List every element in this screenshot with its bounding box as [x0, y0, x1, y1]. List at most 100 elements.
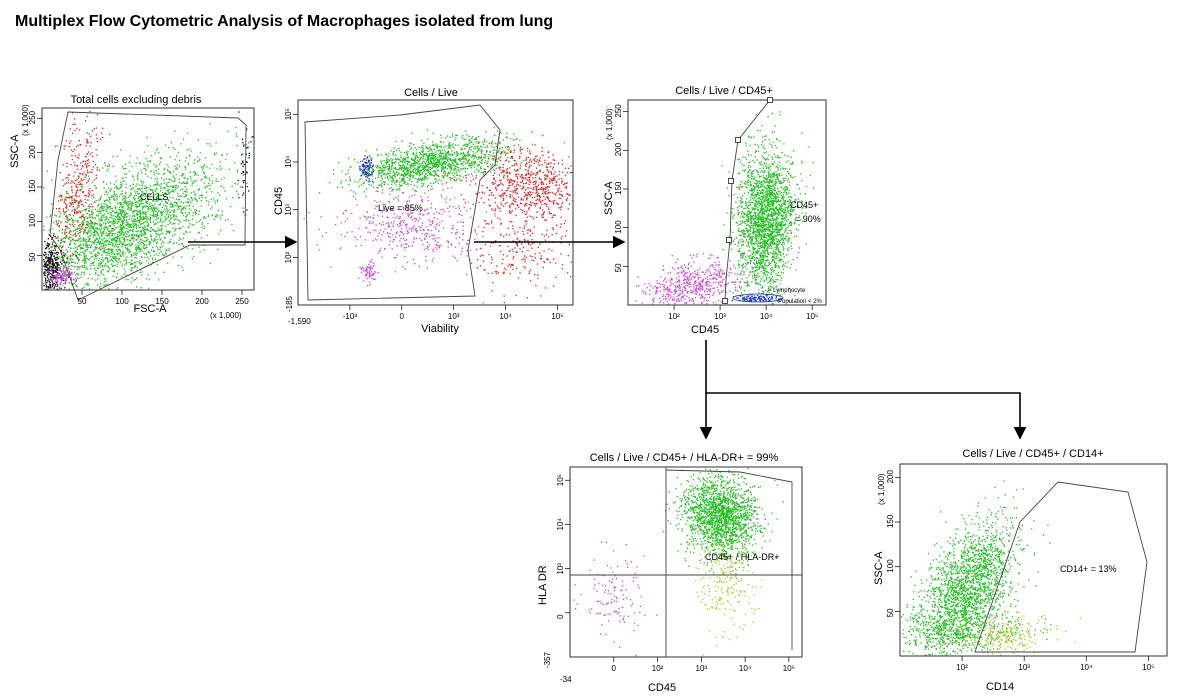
p1-green-event	[125, 176, 127, 179]
p2-green-event	[464, 159, 466, 161]
p1-red-event	[85, 145, 87, 147]
p1-red-event	[79, 235, 81, 237]
p1-green-event	[94, 229, 96, 231]
p2-red-event	[535, 174, 537, 176]
p1-red-event	[82, 166, 84, 168]
p1-purple-event	[63, 270, 65, 272]
p1-green-event	[97, 267, 100, 269]
p1-green-event	[137, 197, 139, 199]
p1-green-event	[100, 248, 102, 250]
p1-green-event	[127, 228, 129, 230]
p1-green-event	[147, 228, 149, 230]
p1-green-event	[227, 130, 229, 133]
p1-green-event	[120, 229, 122, 231]
p1-green-event	[114, 183, 116, 185]
p1-green-event	[102, 208, 104, 210]
p1-green-event	[105, 208, 107, 211]
p2-green-event	[507, 152, 509, 154]
p1-black-event	[243, 145, 245, 147]
p1-black-event	[47, 259, 49, 261]
p2-green-event	[404, 181, 407, 183]
p1-green-event	[179, 205, 181, 207]
p1-green-event	[107, 248, 109, 250]
p2-red-event	[560, 197, 562, 200]
p2-red-event	[541, 147, 544, 149]
p2-red-event	[555, 180, 557, 182]
p1-green-event	[185, 168, 187, 170]
p2-green-event	[376, 167, 378, 169]
p1-purple-event	[59, 282, 61, 285]
p1-purple-event	[68, 264, 70, 266]
p1-green-event	[188, 220, 190, 222]
p1-red-event	[66, 267, 68, 269]
p2-green-event	[424, 165, 426, 168]
p1-green-event	[150, 236, 152, 238]
p1-red-event	[91, 152, 93, 154]
p2-red-event	[558, 193, 561, 195]
p2-green-event	[423, 175, 425, 177]
p2-green-event	[374, 177, 377, 179]
p2-green-event	[398, 168, 401, 170]
p1-green-event	[138, 227, 140, 229]
p1-green-event	[76, 257, 78, 259]
p1-green-event	[194, 198, 196, 200]
p2-green-event	[473, 163, 475, 165]
p2-green-event	[425, 176, 427, 179]
p1-green-event	[239, 186, 241, 188]
p1-green-event	[168, 200, 170, 202]
p1-red-event	[95, 148, 97, 151]
p2-red-event	[526, 216, 529, 218]
p1-green-event	[138, 247, 141, 249]
p2-green-event	[409, 142, 411, 144]
p2-green-event	[361, 173, 364, 175]
p1-red-event	[76, 187, 78, 189]
p1-green-event	[76, 248, 78, 251]
p2-green-event	[522, 159, 525, 161]
p1-green-event	[126, 247, 129, 249]
p2-green-event	[365, 159, 368, 161]
p2-green-event	[399, 167, 401, 169]
p1-green-event	[158, 229, 160, 231]
p1-green-event	[100, 240, 102, 243]
p1-purple-event	[68, 272, 71, 274]
p2-red-event	[507, 179, 509, 182]
p2-green-event	[390, 158, 392, 160]
p1-green-event	[84, 229, 86, 231]
p2-red-event	[565, 182, 567, 185]
p1-green-event	[123, 240, 126, 242]
p1-green-event	[55, 269, 57, 271]
p2-green-event	[448, 172, 450, 175]
p2-red-event	[523, 195, 525, 198]
p1-green-event	[163, 271, 165, 273]
p2-green-event	[349, 178, 351, 180]
p1-green-event	[130, 281, 132, 283]
p1-green-event	[96, 247, 98, 249]
p1-red-event	[73, 198, 76, 200]
p1-green-event	[106, 205, 108, 208]
p1-black-event	[242, 162, 244, 164]
p2-green-event	[488, 154, 490, 156]
p1-red-event	[68, 182, 70, 184]
p1-green-event	[87, 247, 89, 249]
p1-green-event	[101, 264, 104, 267]
p1-green-event	[203, 171, 205, 173]
p1-green-event	[100, 232, 102, 234]
p1-green-event	[81, 247, 83, 250]
p2-green-event	[415, 148, 418, 151]
p2-green-event	[407, 183, 409, 185]
p2-green-event	[426, 175, 429, 177]
p2-green-event	[417, 167, 419, 169]
p2-green-event	[439, 140, 442, 143]
p2-red-event	[543, 211, 545, 213]
p1-green-event	[136, 217, 139, 219]
p2-green-event	[473, 154, 475, 157]
p1-green-event	[71, 265, 73, 267]
p1-green-event	[165, 233, 167, 235]
p1-green-event	[160, 220, 162, 222]
p2-green-event	[421, 145, 424, 147]
p2-red-event	[525, 157, 528, 159]
p1-purple-event	[54, 280, 56, 283]
p2-green-event	[418, 174, 421, 177]
p1-green-event	[115, 206, 117, 209]
p1-red-event	[81, 183, 83, 186]
